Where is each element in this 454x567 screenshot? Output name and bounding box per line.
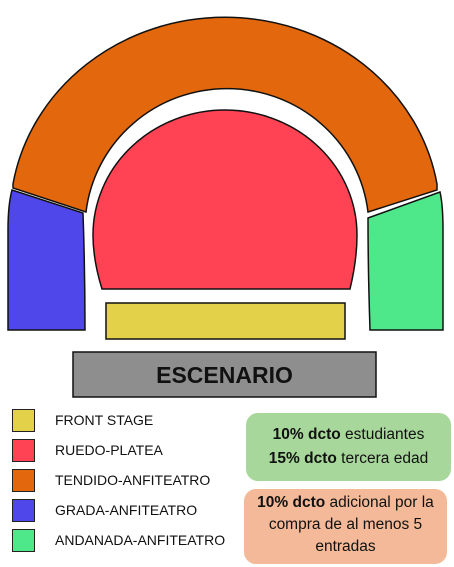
bulk-discount-box: 10% dcto adicional por la compra de al m… — [244, 489, 447, 564]
section-ruedo-platea[interactable] — [92, 109, 358, 290]
discount-seniors: 15% dcto tercera edad — [268, 450, 429, 467]
legend-item-front-stage: FRONT STAGE — [12, 407, 153, 433]
legend-swatch — [12, 498, 35, 522]
legend-item-ruedo-platea: RUEDO-PLATEA — [12, 437, 163, 463]
legend-label: ANDANADA-ANFITEATRO — [55, 532, 226, 548]
legend-label: TENDIDO-ANFITEATRO — [55, 472, 211, 488]
section-tendido-anfiteatro[interactable] — [12, 16, 438, 213]
legend-label: RUEDO-PLATEA — [55, 442, 163, 458]
legend-item-tendido-anfiteatro: TENDIDO-ANFITEATRO — [12, 467, 210, 493]
stage-label: ESCENARIO — [156, 362, 293, 388]
stage-block — [72, 351, 377, 398]
section-grada-anfiteatro[interactable] — [7, 189, 86, 331]
section-andanada-anfiteatro[interactable] — [367, 191, 444, 331]
legend-item-grada-anfiteatro: GRADA-ANFITEATRO — [12, 497, 197, 523]
seating-map: ESCENARIO — [7, 16, 444, 398]
section-front-stage[interactable] — [105, 302, 346, 340]
legend-swatch — [12, 408, 35, 432]
legend-swatch — [12, 438, 35, 462]
discount-box: 10% dcto estudiantes 15% dcto tercera ed… — [246, 413, 451, 481]
legend-label: GRADA-ANFITEATRO — [55, 502, 198, 518]
discount-students: 10% dcto estudiantes — [272, 426, 425, 443]
legend-label: FRONT STAGE — [55, 412, 154, 428]
legend-swatch — [12, 468, 35, 492]
legend-item-andanada-anfiteatro: ANDANADA-ANFITEATRO — [12, 527, 225, 553]
legend-swatch — [12, 528, 35, 552]
